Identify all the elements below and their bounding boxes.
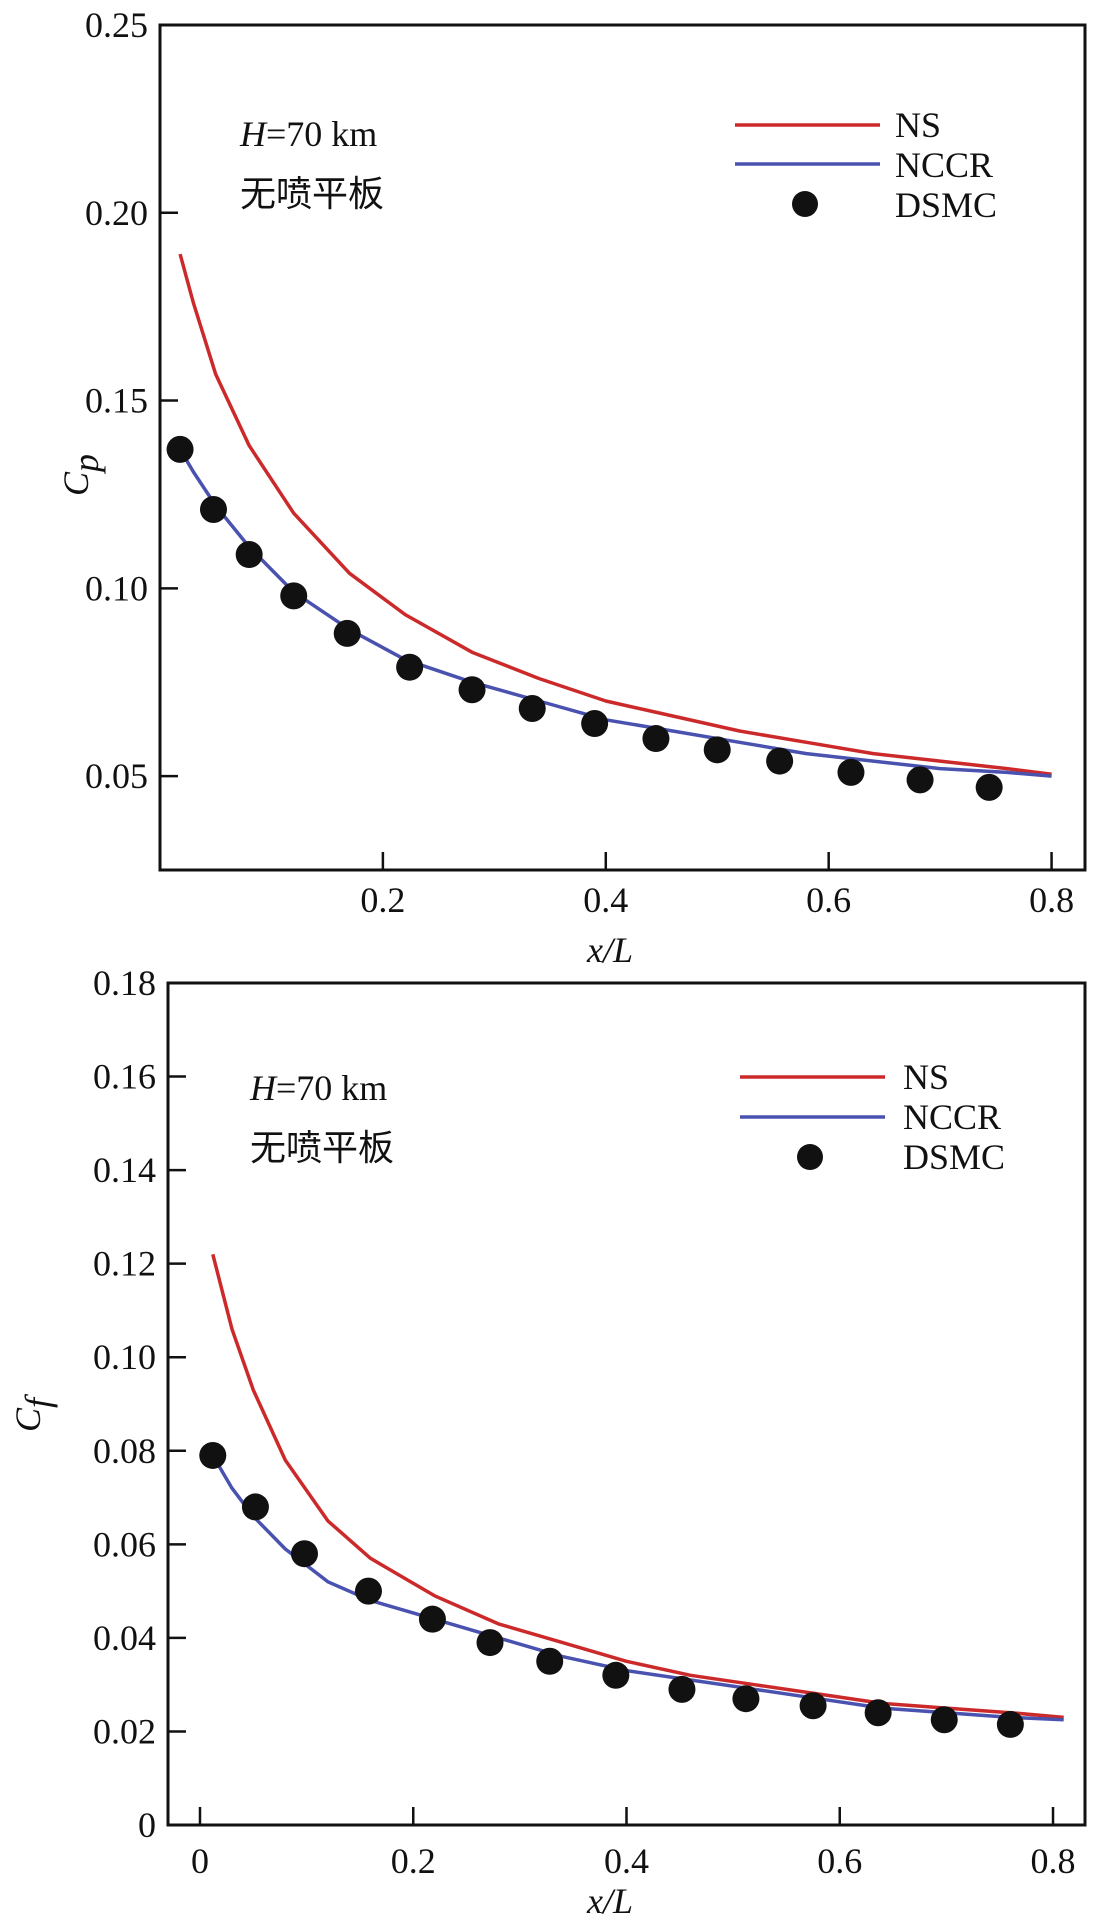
y-tick-label: 0.16 — [93, 1057, 156, 1097]
legend: NS NCCR DSMC — [735, 105, 997, 225]
legend: NS NCCR DSMC — [740, 1057, 1005, 1177]
y-tick-label: 0.20 — [85, 193, 148, 233]
data-point-dsmc — [930, 1706, 958, 1734]
series-line-ns — [178, 253, 1052, 776]
y-tick-label: 0.02 — [93, 1711, 156, 1751]
legend-label-ns: NS — [895, 105, 941, 145]
x-tick-label: 0 — [191, 1841, 209, 1881]
x-tick-label: 0.4 — [583, 880, 628, 920]
y-tick-label: 0.04 — [93, 1618, 156, 1658]
plot-frame — [158, 23, 1087, 872]
data-point-dsmc — [241, 1493, 269, 1521]
legend-label-nccr: NCCR — [903, 1097, 1001, 1137]
x-tick-label: 0.8 — [1029, 880, 1074, 920]
annotation-altitude: H=70 km — [249, 1068, 387, 1108]
y-axis-label-base: C — [56, 471, 96, 496]
y-axis-label-sub: p — [66, 454, 106, 475]
legend-label-ns: NS — [903, 1057, 949, 1097]
data-point-dsmc — [166, 435, 194, 463]
data-point-dsmc — [476, 1629, 504, 1657]
data-point-dsmc — [458, 676, 486, 704]
y-tick-label: 0.10 — [85, 568, 148, 608]
data-point-dsmc — [975, 773, 1003, 801]
data-point-dsmc — [581, 710, 609, 738]
x-tick-label: 0.6 — [817, 1841, 862, 1881]
data-point-dsmc — [732, 1685, 760, 1713]
data-point-dsmc — [354, 1577, 382, 1605]
y-axis-label-base: C — [8, 1407, 48, 1432]
legend-label-nccr: NCCR — [895, 145, 993, 185]
data-point-dsmc — [799, 1692, 827, 1720]
data-point-dsmc — [396, 653, 424, 681]
y-tick-label: 0.14 — [93, 1150, 156, 1190]
series-line-nccr — [178, 448, 1052, 778]
y-tick-label: 0.08 — [93, 1431, 156, 1471]
annotation-altitude: H=70 km — [239, 114, 377, 154]
data-point-dsmc — [280, 582, 308, 610]
data-point-dsmc — [290, 1540, 318, 1568]
data-point-dsmc — [996, 1710, 1024, 1738]
data-point-dsmc — [602, 1661, 630, 1689]
data-point-dsmc — [668, 1675, 696, 1703]
y-axis-label-sub: f — [18, 1393, 58, 1408]
annotation-rest: =70 km — [266, 114, 377, 154]
series-layer — [199, 1253, 1064, 1738]
data-point-dsmc — [536, 1647, 564, 1675]
y-tick-label: 0.05 — [85, 756, 148, 796]
x-tick-label: 0.8 — [1031, 1841, 1076, 1881]
annotation-condition: 无喷平板 — [240, 174, 384, 215]
y-axis-label: Cp — [56, 454, 106, 496]
x-tick-label: 0.2 — [360, 880, 405, 920]
x-axis-ticks: 0 0.2 0.4 0.6 0.8 — [191, 1807, 1076, 1881]
x-axis-ticks: 0.2 0.4 0.6 0.8 — [360, 852, 1074, 920]
y-tick-label: 0.10 — [93, 1337, 156, 1377]
annotation-italic: H — [239, 114, 268, 154]
x-axis-label: x/L — [586, 930, 633, 970]
legend-swatch-dsmc — [797, 1144, 823, 1170]
x-tick-label: 0.2 — [391, 1841, 436, 1881]
data-point-dsmc — [518, 695, 546, 723]
series-layer — [166, 253, 1052, 801]
y-tick-label: 0 — [138, 1805, 156, 1845]
legend-label-dsmc: DSMC — [895, 185, 997, 225]
data-point-dsmc — [199, 1441, 227, 1469]
data-point-dsmc — [703, 736, 731, 764]
x-axis-label: x/L — [586, 1881, 633, 1920]
data-point-dsmc — [199, 495, 227, 523]
y-axis-label: Cf — [8, 1393, 58, 1432]
y-tick-label: 0.18 — [93, 963, 156, 1003]
y-tick-label: 0.12 — [93, 1244, 156, 1284]
y-axis-ticks: 0.05 0.10 0.15 0.20 0.25 — [85, 5, 178, 796]
data-point-dsmc — [418, 1605, 446, 1633]
annotation-italic: H — [249, 1068, 278, 1108]
x-tick-label: 0.4 — [604, 1841, 649, 1881]
series-line-nccr — [211, 1454, 1064, 1722]
legend-swatch-dsmc — [792, 191, 818, 217]
data-point-dsmc — [235, 541, 263, 569]
y-tick-label: 0.25 — [85, 5, 148, 45]
annotation-condition: 无喷平板 — [250, 1128, 394, 1169]
data-point-dsmc — [864, 1699, 892, 1727]
y-tick-label: 0.06 — [93, 1524, 156, 1564]
y-tick-label: 0.15 — [85, 381, 148, 421]
data-point-dsmc — [642, 725, 670, 753]
series-line-ns — [211, 1253, 1064, 1720]
data-point-dsmc — [333, 619, 361, 647]
annotation-rest: =70 km — [276, 1068, 387, 1108]
data-point-dsmc — [837, 758, 865, 786]
data-point-dsmc — [906, 766, 934, 794]
chart-cp: 0.05 0.10 0.15 0.20 0.25 0.2 0.4 0.6 0.8 Cp x/L… — [56, 5, 1087, 970]
x-tick-label: 0.6 — [806, 880, 851, 920]
legend-label-dsmc: DSMC — [903, 1137, 1005, 1177]
y-axis-ticks: 0 0.02 0.04 0.06 0.08 0.10 0.12 0.14 0.16 0.18 — [93, 963, 186, 1845]
data-point-dsmc — [766, 747, 794, 775]
